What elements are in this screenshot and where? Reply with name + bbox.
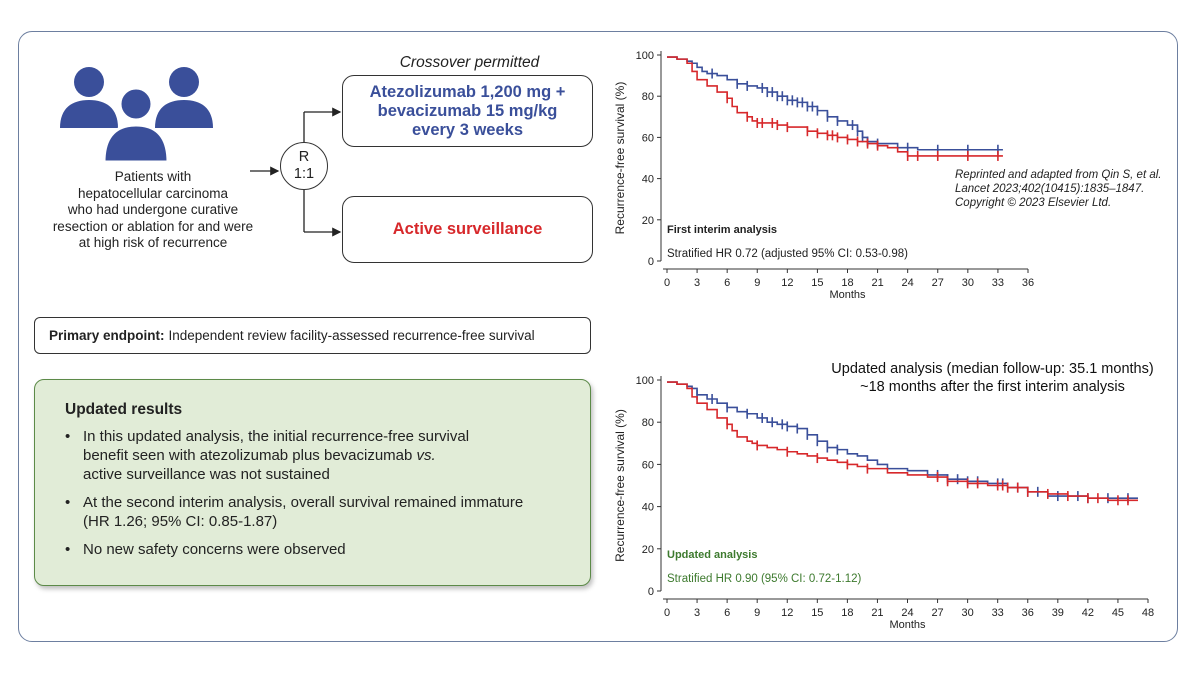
km-curve-active-surveillance <box>667 56 1003 157</box>
chart-annotation-title: First interim analysis <box>667 224 777 236</box>
y-tick-label: 20 <box>642 544 654 556</box>
randomization-circle: R 1:1 <box>280 142 328 190</box>
x-tick-label: 21 <box>871 277 883 289</box>
x-tick-label: 6 <box>724 277 730 289</box>
y-tick-label: 40 <box>642 174 654 186</box>
results-bullet-line: At the second interim analysis, overall … <box>83 494 524 511</box>
x-tick-label: 12 <box>781 607 793 619</box>
x-tick-label: 15 <box>811 277 823 289</box>
y-tick-label: 0 <box>648 256 654 268</box>
citation: Reprinted and adapted from Qin S, et al.… <box>955 168 1175 210</box>
x-axis-label: Months <box>889 619 926 631</box>
results-bullet: In this updated analysis, the initial re… <box>65 427 575 484</box>
y-tick-label: 80 <box>642 91 654 103</box>
y-tick-label: 100 <box>636 50 654 62</box>
slide-frame <box>18 31 1178 642</box>
patients-line: who had undergone curative <box>67 202 239 217</box>
x-tick-label: 48 <box>1142 607 1154 619</box>
patients-line: at high risk of recurrence <box>78 235 228 250</box>
x-tick-label: 18 <box>841 607 853 619</box>
updated-heading-line: ~18 months after the first interim analy… <box>860 379 1125 395</box>
arm-atezolizumab-line: bevacizumab 15 mg/kg <box>377 101 558 120</box>
x-tick-label: 6 <box>724 607 730 619</box>
x-tick-label: 30 <box>962 607 974 619</box>
primary-endpoint-label: Primary endpoint: <box>49 328 165 343</box>
y-tick-label: 60 <box>642 459 654 471</box>
y-axis-label: Recurrence-free survival (%) <box>613 409 627 562</box>
y-tick-label: 100 <box>636 375 654 387</box>
km-curve-active-surveillance <box>667 381 1138 502</box>
results-bullet-line: No new safety concerns were observed <box>83 541 346 558</box>
arm-atezolizumab-line: every 3 weeks <box>411 120 523 139</box>
x-tick-label: 30 <box>962 277 974 289</box>
patients-line: Patients with <box>114 169 192 184</box>
updated-results-box: Updated results In this updated analysis… <box>34 379 591 586</box>
randomization-r: R <box>298 149 310 165</box>
primary-endpoint-box: Primary endpoint: Independent review fac… <box>34 317 591 354</box>
arm-atezolizumab-line: Atezolizumab 1,200 mg + <box>369 82 566 101</box>
x-tick-label: 45 <box>1112 607 1124 619</box>
y-tick-label: 0 <box>648 586 654 598</box>
citation-line: Copyright © 2023 Elsevier Ltd. <box>955 197 1112 209</box>
x-tick-label: 3 <box>694 277 700 289</box>
x-tick-label: 12 <box>781 277 793 289</box>
people-group-icon <box>60 67 213 162</box>
km-curve-atezolizumab <box>667 381 1138 499</box>
y-tick-label: 60 <box>642 132 654 144</box>
patients-line: resection or ablation for and were <box>52 218 254 234</box>
x-tick-label: 33 <box>992 607 1004 619</box>
citation-line: Reprinted and adapted from Qin S, et al. <box>955 169 1162 181</box>
x-tick-label: 24 <box>902 277 914 289</box>
arm-active-surveillance-box: Active surveillance <box>342 196 593 263</box>
y-tick-label: 40 <box>642 502 654 514</box>
updated-results-title: Updated results <box>65 401 183 418</box>
crossover-label: Crossover permitted <box>399 54 540 71</box>
updated-heading-line: Updated analysis (median follow-up: 35.1… <box>831 361 1154 377</box>
results-bullet-line: active surveillance was not sustained <box>83 466 330 483</box>
results-bullet-text: benefit seen with atezolizumab plus beva… <box>83 447 417 464</box>
x-tick-label: 36 <box>1022 607 1034 619</box>
x-tick-label: 27 <box>932 277 944 289</box>
x-tick-label: 18 <box>841 277 853 289</box>
y-axis-label: Recurrence-free survival (%) <box>613 82 627 235</box>
x-tick-label: 42 <box>1082 607 1094 619</box>
x-tick-label: 0 <box>664 277 670 289</box>
updated-analysis-heading: Updated analysis (median follow-up: 35.1… <box>820 360 1165 396</box>
x-tick-label: 39 <box>1052 607 1064 619</box>
x-tick-label: 33 <box>992 277 1004 289</box>
x-tick-label: 21 <box>871 607 883 619</box>
x-tick-label: 3 <box>694 607 700 619</box>
results-bullet-line: (HR 1.26; 95% CI: 0.85-1.87) <box>83 513 278 530</box>
y-tick-label: 80 <box>642 417 654 429</box>
primary-endpoint-text: Independent review facility-assessed rec… <box>168 328 535 343</box>
patients-description: Patients with hepatocellular carcinoma w… <box>38 169 268 252</box>
randomization-ratio: 1:1 <box>293 166 315 182</box>
chart-annotation-text: Stratified HR 0.90 (95% CI: 0.72-1.12) <box>667 573 861 585</box>
patients-line: hepatocellular carcinoma <box>77 185 229 201</box>
x-tick-label: 24 <box>901 607 913 619</box>
x-tick-label: 9 <box>754 277 760 289</box>
results-bullet-italic: vs. <box>416 447 436 464</box>
chart-annotation-text: Stratified HR 0.72 (adjusted 95% CI: 0.5… <box>667 248 908 260</box>
chart-annotation-title: Updated analysis <box>667 549 757 561</box>
citation-line: Lancet 2023;402(10415):1835–1847. <box>955 183 1145 195</box>
x-axis-label: Months <box>829 289 866 301</box>
results-bullet: No new safety concerns were observed <box>65 540 575 559</box>
results-list: In this updated analysis, the initial re… <box>65 427 575 568</box>
results-bullet: At the second interim analysis, overall … <box>65 493 575 531</box>
x-tick-label: 36 <box>1022 277 1034 289</box>
arm-atezolizumab-box: Atezolizumab 1,200 mg + bevacizumab 15 m… <box>342 75 593 147</box>
x-tick-label: 27 <box>931 607 943 619</box>
results-bullet-line: benefit seen with atezolizumab plus beva… <box>83 446 575 465</box>
y-tick-label: 20 <box>642 215 654 227</box>
x-tick-label: 15 <box>811 607 823 619</box>
results-bullet-line: In this updated analysis, the initial re… <box>83 428 470 445</box>
x-tick-label: 0 <box>664 607 670 619</box>
x-tick-label: 9 <box>754 607 760 619</box>
